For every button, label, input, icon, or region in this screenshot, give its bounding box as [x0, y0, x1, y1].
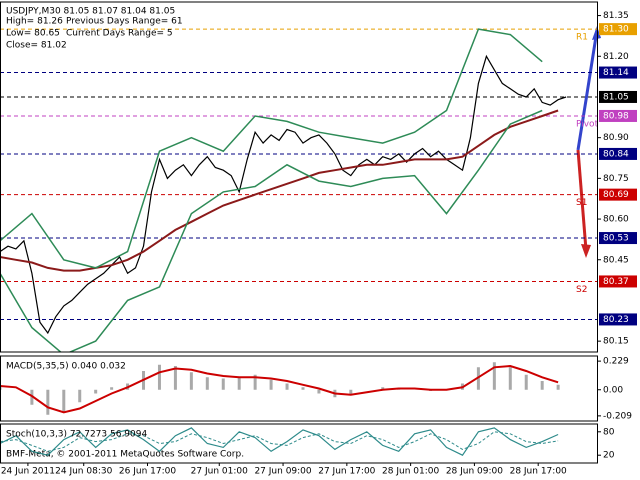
level-label: 81.05 [603, 92, 629, 102]
plot-area [0, 362, 560, 415]
y-tick-label: 80.90 [603, 133, 629, 143]
series-line [0, 364, 559, 414]
footer: BMF-Meta, © 2001-2011 MetaQuotes Softwar… [6, 450, 244, 460]
level-tag: S1 [576, 198, 587, 208]
x-tick-label: 28 Jun 01:00 [382, 467, 439, 477]
info-text: Low= 80.65 [6, 29, 60, 39]
chart-title: USDJPY,M30 81.05 81.07 81.04 81.05 [6, 7, 175, 17]
level-label: 81.30 [603, 25, 629, 35]
indicator-title: Stoch(10,3,3) 72.7273 56.9094 [6, 430, 147, 440]
y-tick-label: 0.00 [603, 385, 623, 395]
level-label: 80.84 [603, 149, 629, 159]
level-label: 80.69 [603, 190, 629, 200]
level-box [599, 66, 637, 79]
series-line [0, 109, 543, 352]
y-tick-label: 81.20 [603, 52, 629, 62]
y-tick-label: 81.35 [603, 11, 629, 21]
x-tick-label: 28 Jun 17:00 [510, 467, 567, 477]
series-line [0, 54, 567, 335]
x-tick-label: 27 Jun 01:00 [191, 467, 248, 477]
series-line [0, 28, 543, 269]
level-box [599, 109, 637, 122]
info-text: Previous Days Range= 61 [66, 17, 183, 27]
info-text: High= 81.26 [6, 17, 63, 27]
plot-area [0, 28, 598, 352]
x-tick-label: 24 Jun 08:30 [55, 467, 112, 477]
y-tick-label: 20 [603, 451, 615, 461]
up-arrow-head [592, 26, 601, 40]
forecast-arrows [576, 26, 601, 258]
up-arrow [576, 29, 599, 151]
series-line [0, 109, 559, 272]
panel-frame [0, 1, 598, 353]
level-label: 80.23 [603, 315, 629, 325]
x-tick-label: 24 Jun 2011 [1, 467, 55, 477]
level-box [599, 275, 637, 288]
x-tick-label: 26 Jun 17:00 [119, 467, 176, 477]
panel-frame [0, 423, 598, 464]
level-box [599, 90, 637, 103]
x-tick-label: 27 Jun 09:00 [254, 467, 311, 477]
level-box [599, 313, 637, 326]
level-label: 80.53 [603, 234, 629, 244]
series-line [0, 427, 559, 456]
info-text: Current Days Range= 5 [66, 29, 173, 39]
y-tick-label: 0.229 [603, 357, 629, 367]
y-tick-label: 80.75 [603, 174, 629, 184]
level-box [599, 147, 637, 160]
level-box [599, 188, 637, 201]
x-tick-label: 28 Jun 09:00 [446, 467, 503, 477]
panel-frame [0, 355, 598, 422]
y-tick-label: 80.60 [603, 215, 629, 225]
level-tag: R1 [576, 33, 588, 43]
indicator-title: MACD(5,35,5) 0.040 0.032 [6, 362, 126, 372]
series-line [0, 431, 559, 452]
down-arrow-head [581, 244, 591, 258]
y-tick-label: 80.15 [603, 337, 629, 347]
down-arrow [576, 149, 588, 251]
level-box [599, 23, 637, 36]
y-tick-label: 80.45 [603, 255, 629, 265]
info-text: Close= 81.02 [6, 41, 67, 51]
level-tag: Pivot [576, 119, 599, 129]
plot-area [0, 427, 559, 456]
level-box [599, 232, 637, 245]
level-label: 80.37 [603, 277, 629, 287]
y-tick-label: 80 [603, 427, 615, 437]
y-tick-label: -0.209 [603, 411, 632, 421]
level-label: 80.98 [603, 111, 629, 121]
x-tick-label: 27 Jun 17:00 [318, 467, 375, 477]
level-label: 81.14 [603, 68, 629, 78]
level-tag: S2 [576, 285, 587, 295]
